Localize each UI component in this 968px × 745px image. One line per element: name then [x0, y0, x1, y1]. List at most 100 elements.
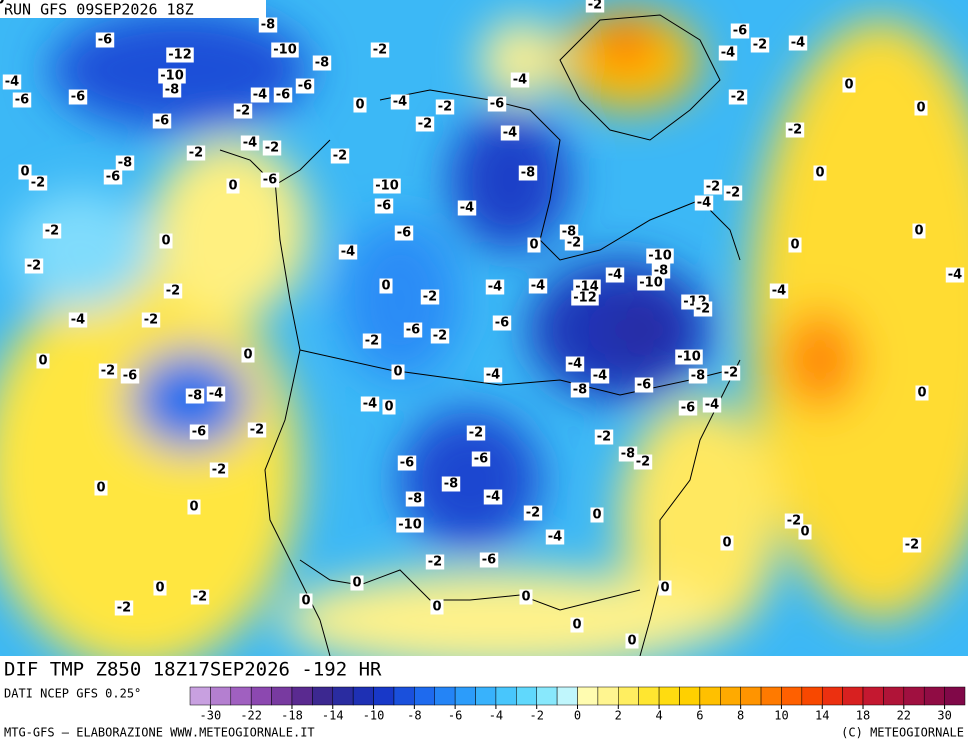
contour-label: -8 [188, 389, 202, 404]
colorbar-swatch [842, 686, 864, 706]
colorbar-swatch [250, 686, 272, 706]
header-box [0, 0, 266, 18]
contour-label-box [441, 476, 461, 492]
colorbar-tick-label: -10 [363, 709, 385, 723]
contour-label-box [430, 599, 444, 615]
contour-label-box [605, 267, 625, 283]
contour-label-box [694, 195, 714, 211]
contour-label: -2 [418, 117, 432, 132]
contour-label: -6 [276, 88, 290, 103]
contour-label: -4 [71, 313, 85, 328]
contour-label-box [769, 283, 789, 299]
contour-label-box [141, 312, 161, 328]
contour-label: -10 [398, 518, 422, 533]
contour-label: -10 [639, 276, 663, 291]
footer-left: MTG-GFS — ELABORAZIONE WWW.METEOGIORNALE… [4, 726, 315, 740]
contour-label: 0 [393, 365, 402, 380]
contour-label: 0 [529, 238, 538, 253]
contour-label-box [374, 198, 394, 214]
contour-label: -6 [474, 452, 488, 467]
contour-label-box [24, 258, 44, 274]
colorbar-swatch [699, 686, 721, 706]
contour-label-box [312, 55, 332, 71]
contour-label-box [523, 505, 543, 521]
contour-label-box [430, 328, 450, 344]
contour-label: 0 [228, 179, 237, 194]
contour-label: 0 [96, 481, 105, 496]
contour-label: 0 [627, 634, 636, 649]
contour-label: -2 [101, 364, 115, 379]
contour-label-box [945, 267, 965, 283]
contour-label: 0 [243, 348, 252, 363]
contour-label-box [570, 382, 590, 398]
contour-label: -2 [788, 123, 802, 138]
colorbar-swatch [536, 686, 558, 706]
contour-label-box [646, 248, 674, 264]
contour-label: -4 [568, 357, 582, 372]
contour-label-box [362, 333, 382, 349]
contour-label-box [730, 23, 750, 39]
contour-label: -2 [265, 141, 279, 156]
contour-label-box [688, 368, 708, 384]
contour-label-box [902, 537, 922, 553]
contour-label: -4 [697, 196, 711, 211]
colorbar-swatch [454, 686, 476, 706]
colorbar-swatch [495, 686, 517, 706]
contour-label-box [397, 455, 417, 471]
colorbar-tick-label: 30 [937, 709, 951, 723]
contour-label: -4 [486, 368, 500, 383]
colorbar-swatch [414, 686, 435, 706]
colorbar-swatch [189, 686, 211, 706]
contour-label-box [518, 165, 538, 181]
contour-label-box [466, 425, 486, 441]
contour-label-box [370, 42, 390, 58]
colorbar-swatch [373, 686, 395, 706]
contour-label: -6 [123, 369, 137, 384]
contour-label: -6 [192, 425, 206, 440]
contour-label-box [159, 233, 173, 249]
contour-label-box [152, 113, 172, 129]
contour-label-box [527, 237, 541, 253]
contour-label: -6 [490, 97, 504, 112]
contour-label: -8 [315, 56, 329, 71]
contour-label: -6 [733, 24, 747, 39]
contour-label: -10 [375, 179, 399, 194]
contour-label: -8 [654, 264, 668, 279]
contour-label: -4 [209, 387, 223, 402]
run-label: RUN GFS 09SEP2026 18Z [4, 1, 194, 19]
contour-label: -2 [597, 430, 611, 445]
contour-label-box [391, 364, 405, 380]
contour-label: -4 [5, 75, 19, 90]
colorbar-tick-label: -8 [407, 709, 421, 723]
contour-label-box [115, 155, 135, 171]
contour-label: -2 [433, 329, 447, 344]
contour-label-box [570, 617, 584, 633]
colorbar-swatch [821, 686, 843, 706]
contour-label-box [338, 244, 358, 260]
contour-label-box [435, 99, 455, 115]
contour-label-box [590, 368, 610, 384]
contour-label: 0 [355, 98, 364, 113]
contour-label: -2 [724, 366, 738, 381]
contour-label: -6 [298, 79, 312, 94]
colorbar-tick-label: 8 [737, 709, 744, 723]
contour-label-box [158, 68, 186, 84]
contour-label: 0 [432, 600, 441, 615]
contour-label: -6 [397, 226, 411, 241]
contour-label: -10 [648, 249, 672, 264]
contour-label-box [396, 517, 424, 533]
contour-label-box [353, 97, 367, 113]
colorbar-tick-label: 2 [615, 709, 622, 723]
contour-label: -4 [548, 530, 562, 545]
contour-label: -4 [791, 36, 805, 51]
contour-label: 0 [189, 500, 198, 515]
contour-label-box [594, 429, 614, 445]
contour-label: -6 [71, 90, 85, 105]
contour-label: -4 [772, 284, 786, 299]
contour-label: -2 [189, 146, 203, 161]
contour-label-box [299, 593, 313, 609]
contour-label-box [788, 35, 808, 51]
contour-label-box [750, 37, 770, 53]
colorbar-tick-label: -6 [448, 709, 462, 723]
colorbar-swatch [638, 686, 660, 706]
